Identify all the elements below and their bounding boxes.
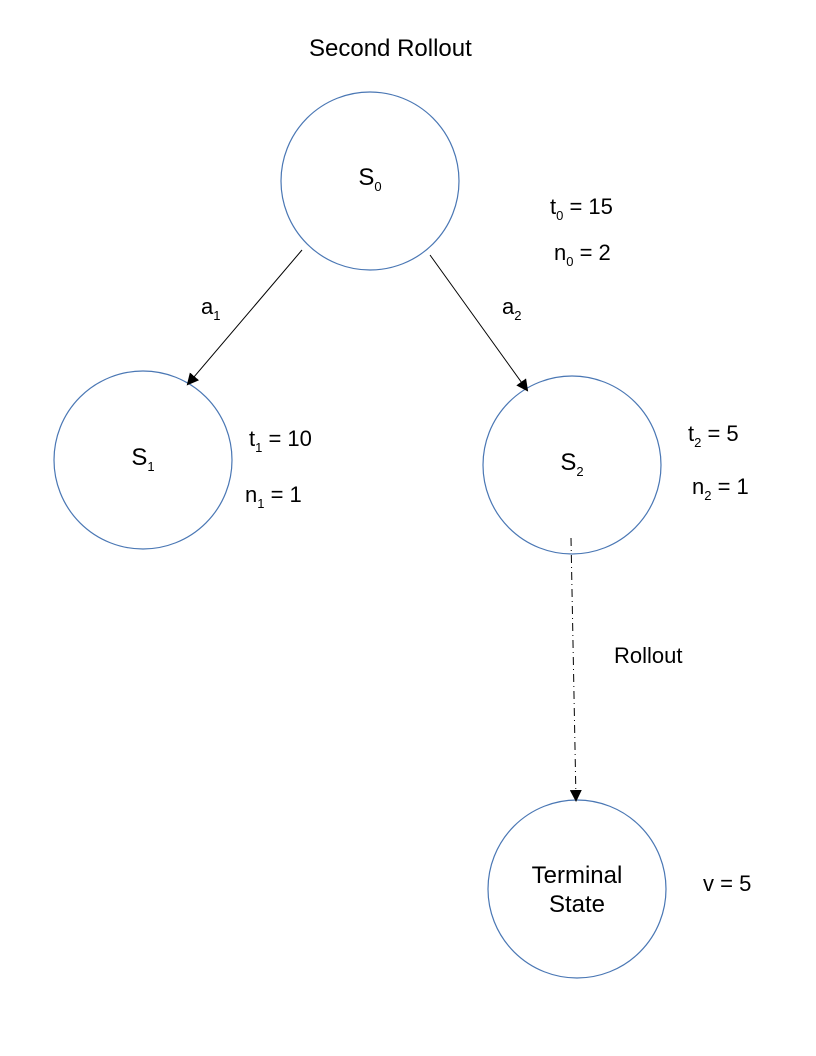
stat-t1: t1 = 10 [249,426,312,455]
edge-a1-arrow [186,249,303,386]
edge-a2-arrow [429,254,529,392]
stat-n0: n0 = 2 [554,240,611,269]
terminal-line-1: Terminal [531,862,623,889]
node-s0-circle [280,91,460,271]
stat-t2: t2 = 5 [688,421,739,450]
edge-a2-label: a2 [502,294,522,323]
edge-a1-label: a1 [201,294,221,323]
node-terminal-label: Terminal State [487,861,667,919]
stat-n1: n1 = 1 [245,482,302,511]
node-s2-circle [482,375,662,555]
node-s0-label: S0 [358,164,382,194]
diagram-title: Second Rollout [309,35,472,62]
edge-rollout-label: Rollout [614,643,683,668]
stat-v: v = 5 [703,871,752,896]
node-s1-circle [53,370,233,550]
stat-t0: t0 = 15 [550,194,613,223]
node-s2-label: S2 [560,449,584,479]
stat-n2: n2 = 1 [692,474,749,503]
edge-rollout-arrow [569,537,582,802]
node-s1-label: S1 [131,444,155,474]
terminal-line-2: State [548,891,606,918]
